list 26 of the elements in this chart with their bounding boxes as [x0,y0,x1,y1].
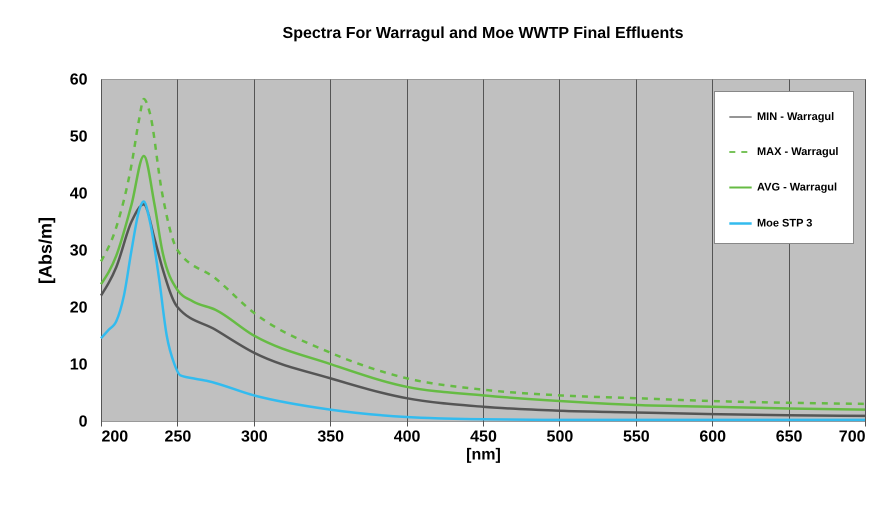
x-tick-label: 350 [317,428,344,446]
x-tick-label: 300 [240,428,268,446]
legend-label: MAX - Warragul [757,146,838,158]
x-tick-label: 550 [622,428,650,446]
x-tick-label: 200 [102,428,128,446]
x-tick-label: 250 [164,428,192,446]
legend-label: MIN - Warragul [757,111,834,123]
y-tick-label: 0 [78,414,88,430]
x-tick-label: 450 [470,428,497,446]
line-series [100,98,866,406]
legend-label: Moe STP 3 [757,218,812,230]
x-tick-label: 600 [699,428,726,446]
x-tick-label: 700 [838,428,866,446]
y-tick-label: 50 [70,128,88,146]
chart-title: Spectra For Warragul and Moe WWTP Final Effluents [282,25,684,42]
y-tick-label: 10 [70,356,88,374]
y-axis-title: [Abs/m] [36,217,56,284]
legend-label: AVG - Warragul [757,182,838,194]
y-tick-label: 30 [70,242,88,260]
x-axis-title: [nm] [466,446,501,464]
y-tick-label: 20 [70,300,88,316]
y-tick-label: 60 [70,72,88,88]
y-tick-label: 40 [70,186,88,202]
x-tick-label: 650 [776,428,803,446]
x-tick-label: 500 [546,428,574,446]
x-tick-label: 400 [394,428,421,446]
